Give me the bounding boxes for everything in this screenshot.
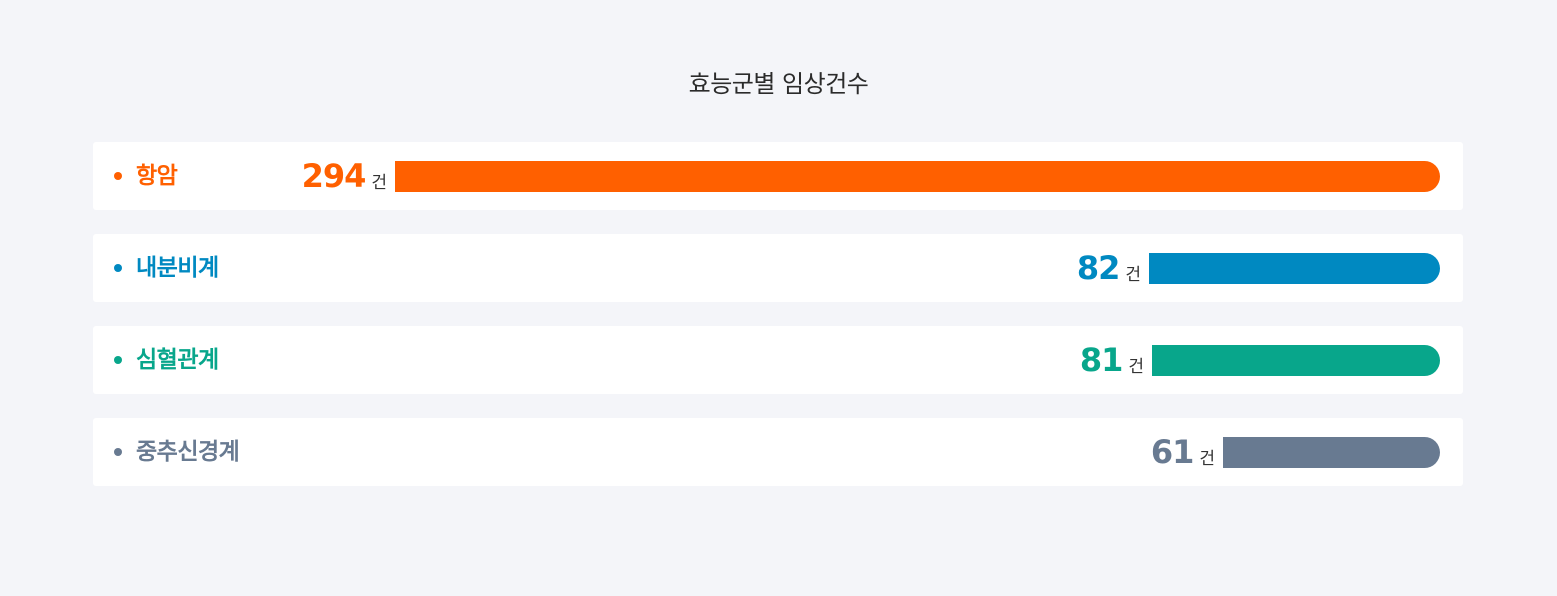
category-label: 내분비계 xyxy=(136,255,219,281)
unit-label: 건 xyxy=(1125,264,1141,285)
bullet-dot-icon xyxy=(114,356,122,364)
bar xyxy=(395,161,1440,192)
unit-label: 건 xyxy=(1199,448,1215,469)
bullet-dot-icon xyxy=(114,448,122,456)
value-label-group: 294 건 xyxy=(302,142,387,210)
value-label: 82 xyxy=(1076,249,1121,287)
bar-row: 내분비계 82 건 xyxy=(93,234,1463,302)
bar-row: 항암 294 건 xyxy=(93,142,1463,210)
value-label: 61 xyxy=(1150,433,1195,471)
unit-label: 건 xyxy=(1128,356,1144,377)
bar-row: 심혈관계 81 건 xyxy=(93,326,1463,394)
value-label-group: 81 건 xyxy=(1080,326,1144,394)
category-label: 항암 xyxy=(136,163,178,189)
bullet-dot-icon xyxy=(114,264,122,272)
unit-label: 건 xyxy=(371,172,387,193)
value-label: 81 xyxy=(1079,341,1124,379)
category-label: 심혈관계 xyxy=(136,347,219,373)
value-label: 294 xyxy=(301,157,367,195)
bar xyxy=(1223,437,1440,468)
bar xyxy=(1152,345,1440,376)
value-label-group: 82 건 xyxy=(1077,234,1141,302)
category-label: 중추신경계 xyxy=(136,439,240,465)
bullet-dot-icon xyxy=(114,172,122,180)
chart-title: 효능군별 임상건수 xyxy=(688,70,869,98)
bar-chart: 항암 294 건 내분비계 82 건 심혈관계 81 건 중추신경계 61 건 xyxy=(93,142,1463,510)
bar-row: 중추신경계 61 건 xyxy=(93,418,1463,486)
value-label-group: 61 건 xyxy=(1151,418,1215,486)
bar xyxy=(1149,253,1440,284)
